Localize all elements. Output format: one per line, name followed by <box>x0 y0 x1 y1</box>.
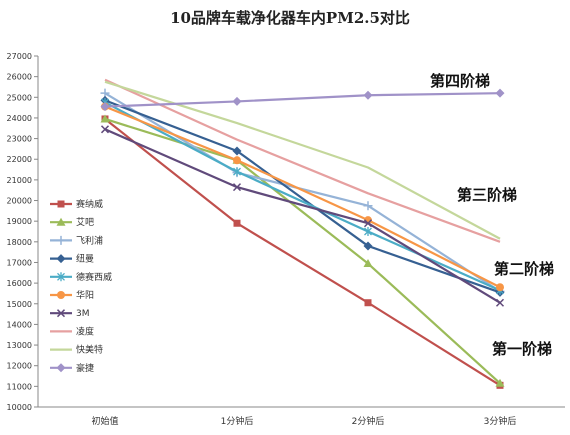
y-tick-label: 11000 <box>7 382 32 391</box>
series-line <box>104 117 501 385</box>
data-point <box>233 219 241 227</box>
y-tick-label: 19000 <box>7 217 32 226</box>
annotation-tier-4: 第四阶梯 <box>430 72 490 90</box>
data-point <box>363 90 373 100</box>
legend-label: 豪捷 <box>76 362 94 374</box>
annotation-tier-2: 第二阶梯 <box>494 260 554 278</box>
data-point <box>495 298 505 307</box>
data-point <box>232 146 242 156</box>
series-line <box>104 92 501 108</box>
data-point <box>363 241 373 251</box>
data-point <box>496 283 504 292</box>
annotation-tier-3: 第三阶梯 <box>457 186 517 204</box>
data-point <box>363 259 373 268</box>
y-tick-label: 15000 <box>7 300 32 309</box>
series-0 <box>101 115 504 389</box>
x-tick-label: 2分钟后 <box>352 415 385 427</box>
legend-marker <box>56 363 66 373</box>
legend-marker <box>57 200 65 208</box>
y-tick-label: 13000 <box>7 341 32 350</box>
series-9 <box>100 88 505 112</box>
series-8 <box>104 80 501 240</box>
legend-item: 艾吧 <box>50 217 94 228</box>
legend-label: 飞利浦 <box>76 234 103 246</box>
series-line <box>104 99 501 294</box>
legend-label: 艾吧 <box>76 217 94 228</box>
legend-item: 德赛西威 <box>50 271 112 283</box>
legend-item: 快美特 <box>50 344 103 356</box>
data-point <box>364 299 372 307</box>
legend-item: 纽曼 <box>50 253 94 265</box>
legend-label: 快美特 <box>76 344 103 356</box>
series-line <box>104 118 501 387</box>
y-tick-label: 27000 <box>7 52 32 61</box>
legend-item: 凌度 <box>50 325 94 337</box>
legend-label: 凌度 <box>76 325 94 337</box>
y-tick-label: 23000 <box>7 135 32 144</box>
data-point <box>100 102 110 112</box>
data-point <box>232 183 242 192</box>
y-tick-label: 24000 <box>7 114 32 123</box>
data-point <box>100 125 110 134</box>
legend-marker <box>56 254 66 264</box>
y-tick-label: 12000 <box>7 362 32 371</box>
legend-item: 豪捷 <box>50 362 94 374</box>
y-tick-label: 18000 <box>7 238 32 247</box>
series-lines <box>100 78 505 389</box>
y-tick-label: 26000 <box>7 73 32 82</box>
series-1 <box>100 114 505 387</box>
legend-item: 华阳 <box>50 289 94 301</box>
series-6 <box>100 125 505 307</box>
x-tick-label: 3分钟后 <box>484 415 517 427</box>
annotations: 第四阶梯 第三阶梯 第二阶梯 第一阶梯 <box>430 72 554 358</box>
series-7 <box>104 78 501 243</box>
legend-label: 德赛西威 <box>76 271 112 283</box>
y-axis: 10000 11000 12000 13000 14000 15000 16000 17000… <box>7 52 39 412</box>
data-point <box>495 378 505 387</box>
y-tick-label: 21000 <box>7 176 32 185</box>
legend-marker <box>56 235 66 245</box>
series-line <box>104 78 501 243</box>
series-line <box>104 105 501 289</box>
legend-item: 飞利浦 <box>50 234 103 246</box>
y-tick-label: 10000 <box>7 403 32 412</box>
data-point <box>364 227 372 236</box>
data-point <box>100 114 110 123</box>
y-tick-label: 16000 <box>7 279 32 288</box>
legend-label: 华阳 <box>76 289 94 301</box>
data-point <box>363 219 373 228</box>
data-point <box>233 167 241 177</box>
data-point <box>233 156 241 165</box>
legend-label: 3M <box>76 309 90 319</box>
legend-label: 赛纳威 <box>76 198 103 210</box>
y-tick-label: 20000 <box>7 197 32 206</box>
x-tick-label: 初始值 <box>91 415 118 427</box>
series-line <box>104 101 501 292</box>
data-point <box>495 88 505 98</box>
y-tick-label: 17000 <box>7 258 32 267</box>
y-tick-label: 25000 <box>7 93 32 102</box>
series-line <box>104 128 501 304</box>
chart-title: 10品牌车载净化器车内PM2.5对比 <box>170 9 410 27</box>
legend-marker <box>56 217 66 226</box>
legend-item: 3M <box>50 309 90 319</box>
x-axis: 初始值 1分钟后 2分钟后 3分钟后 <box>38 406 565 427</box>
legend-marker <box>57 272 65 282</box>
data-point <box>363 201 373 211</box>
data-point <box>232 96 242 106</box>
legend-marker <box>56 309 66 318</box>
series-line <box>104 80 501 240</box>
x-tick-label: 1分钟后 <box>221 415 254 427</box>
y-tick-label: 22000 <box>7 155 32 164</box>
legend-label: 纽曼 <box>76 253 94 265</box>
y-tick-label: 14000 <box>7 320 32 329</box>
legend-item: 赛纳威 <box>50 198 103 210</box>
legend-marker <box>57 291 65 299</box>
annotation-tier-1: 第一阶梯 <box>492 340 552 358</box>
